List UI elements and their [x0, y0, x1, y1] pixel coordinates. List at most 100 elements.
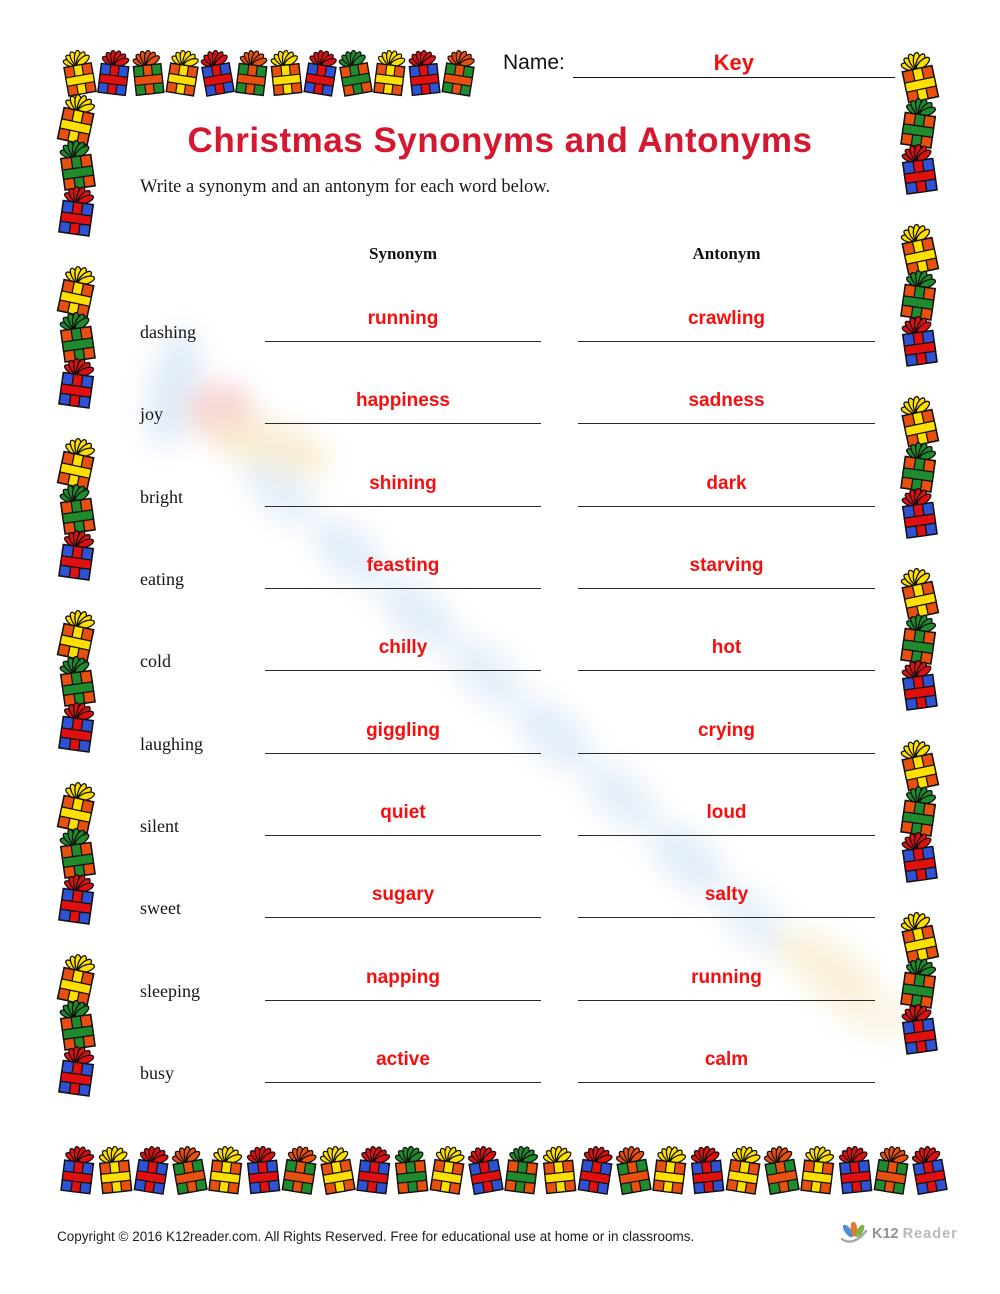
- gift-icon: [718, 1143, 769, 1199]
- gift-icon: [163, 1143, 215, 1199]
- antonym-answer: loud: [706, 802, 747, 823]
- name-row: Name: Key: [503, 50, 895, 78]
- gift-icon: [49, 90, 105, 150]
- gift-icon: [422, 1143, 473, 1199]
- name-line: Key: [572, 50, 895, 78]
- gift-icon: [535, 1144, 584, 1198]
- antonym-line: [578, 1000, 875, 1001]
- gift-icon: [311, 1143, 363, 1199]
- synonym-line: [265, 423, 541, 424]
- synonym-answer: running: [367, 308, 439, 329]
- antonym-answer: hot: [711, 637, 742, 658]
- gift-icon: [51, 653, 104, 711]
- antonym-line: [578, 1082, 875, 1083]
- gift-icon: [239, 1144, 288, 1198]
- gift-icon: [893, 141, 946, 199]
- gift-icon: [645, 1144, 695, 1198]
- synonym-answer: happiness: [356, 390, 450, 411]
- gift-icon: [158, 47, 207, 100]
- column-header-antonym: Antonym: [692, 244, 761, 263]
- gift-icon: [893, 829, 946, 887]
- word-label: busy: [140, 1063, 175, 1083]
- page-title: Christmas Synonyms and Antonyms: [187, 121, 813, 160]
- gift-icon: [891, 392, 947, 452]
- gift-icon: [51, 825, 104, 883]
- antonym-line: [578, 341, 875, 342]
- word-label: cold: [140, 651, 171, 671]
- gift-icon: [49, 434, 105, 494]
- synonym-line: [265, 753, 541, 754]
- synonym-answer: chilly: [378, 637, 428, 658]
- gift-icon: [51, 1043, 104, 1101]
- antonym-answer: sadness: [688, 390, 765, 411]
- synonym-line: [265, 588, 541, 589]
- gift-icon: [126, 1143, 177, 1199]
- gift-icon: [866, 1143, 917, 1199]
- logo-text-primary: K12: [872, 1226, 899, 1242]
- synonym-line: [265, 506, 541, 507]
- gift-icon: [434, 47, 483, 100]
- gift-icon: [891, 564, 947, 624]
- word-label: dashing: [140, 322, 196, 342]
- gift-icon: [51, 481, 104, 539]
- gift-icon: [893, 955, 946, 1013]
- gift-icon: [893, 1001, 946, 1059]
- gift-icon: [91, 1144, 140, 1198]
- gift-icon: [459, 1143, 511, 1199]
- gift-icon: [366, 48, 413, 100]
- gift-icon: [891, 908, 947, 968]
- name-label: Name:: [503, 51, 565, 74]
- gift-icon: [683, 1144, 732, 1198]
- gift-icon: [51, 183, 104, 241]
- synonym-answer: sugary: [371, 884, 435, 905]
- gift-icon: [51, 997, 104, 1055]
- antonym-answer: crying: [697, 720, 756, 741]
- gift-icon: [570, 1143, 621, 1199]
- column-header-synonym: Synonym: [368, 244, 438, 263]
- gift-icon: [891, 48, 947, 108]
- gift-icon: [90, 48, 137, 100]
- gift-icon: [893, 611, 946, 669]
- gift-icon: [296, 47, 345, 100]
- gift-icon: [51, 137, 104, 195]
- synonym-answer: active: [376, 1049, 430, 1070]
- gift-icon: [401, 48, 448, 99]
- gift-icon: [49, 950, 105, 1010]
- antonym-line: [578, 835, 875, 836]
- gift-icon: [51, 527, 104, 585]
- antonym-line: [578, 588, 875, 589]
- antonym-answer: salty: [704, 884, 749, 905]
- gift-icon: [53, 1144, 103, 1198]
- gift-icon: [793, 1144, 843, 1198]
- gift-icon: [831, 1144, 880, 1198]
- gift-icon: [755, 1143, 807, 1199]
- gift-icon: [49, 262, 105, 322]
- instructions: Write a synonym and an antonym for each …: [140, 177, 551, 197]
- synonym-answer: shining: [369, 473, 437, 494]
- gift-icon: [893, 657, 946, 715]
- synonym-line: [265, 917, 541, 918]
- antonym-line: [578, 670, 875, 671]
- synonym-line: [265, 670, 541, 671]
- gift-icon: [228, 48, 275, 100]
- antonym-line: [578, 917, 875, 918]
- word-label: silent: [140, 816, 179, 836]
- gift-icon: [201, 1144, 251, 1198]
- word-label: laughing: [140, 734, 203, 754]
- synonym-answer: feasting: [366, 555, 440, 576]
- gift-icon: [607, 1143, 659, 1199]
- synonym-answer: napping: [366, 967, 440, 988]
- logo-text-secondary: Reader: [902, 1226, 958, 1242]
- antonym-line: [578, 506, 875, 507]
- gift-icon: [49, 606, 105, 666]
- gift-icon: [893, 439, 946, 497]
- gift-icon: [893, 267, 946, 325]
- gift-icon: [891, 736, 947, 796]
- gift-icon: [903, 1143, 955, 1199]
- word-label: joy: [140, 404, 164, 424]
- gift-icon: [51, 871, 104, 929]
- gift-icon: [497, 1144, 547, 1198]
- antonym-answer: dark: [706, 473, 747, 494]
- word-label: bright: [140, 487, 183, 507]
- antonym-line: [578, 753, 875, 754]
